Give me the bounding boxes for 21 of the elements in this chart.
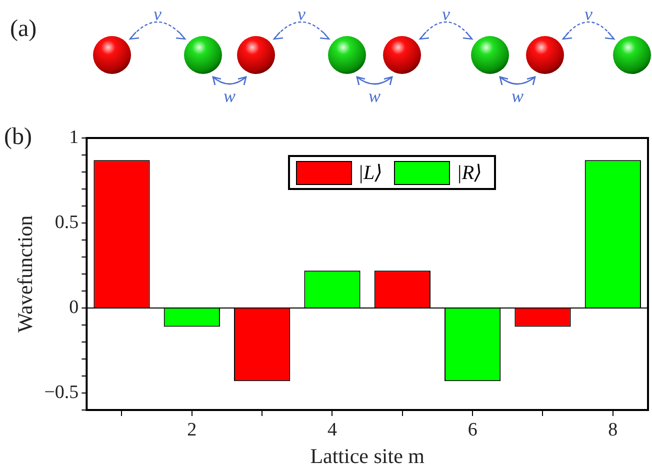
x-tick-label: 2 bbox=[187, 419, 197, 440]
y-axis-title: Wavefunction bbox=[13, 214, 38, 333]
legend-label: |L⟩ bbox=[358, 161, 382, 185]
text: v bbox=[298, 4, 306, 24]
x-axis-title: Lattice site m bbox=[310, 444, 424, 468]
x-tick-label: 6 bbox=[468, 419, 478, 440]
x-tick-label: 4 bbox=[328, 419, 338, 440]
y-tick-label: 0 bbox=[69, 296, 79, 318]
y-tick-label: 1 bbox=[69, 126, 79, 148]
text: v bbox=[584, 4, 592, 24]
text: v bbox=[154, 4, 162, 24]
y-tick-label: −0.5 bbox=[44, 382, 79, 403]
y-tick-label: 0.5 bbox=[54, 212, 79, 233]
text: w bbox=[511, 86, 524, 106]
text: w bbox=[223, 86, 236, 106]
text: v bbox=[442, 4, 450, 24]
x-tick-label: 8 bbox=[608, 419, 618, 440]
legend-label: |R⟩ bbox=[456, 161, 482, 185]
text: w bbox=[368, 86, 381, 106]
text: (a) bbox=[10, 16, 37, 43]
text: (b) bbox=[4, 124, 32, 151]
